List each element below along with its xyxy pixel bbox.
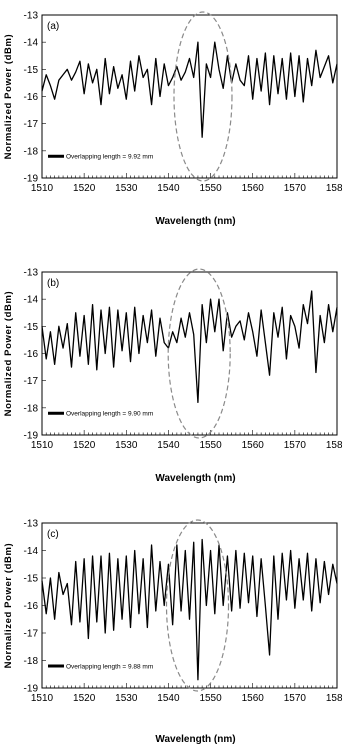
dip-highlight-ellipse	[165, 519, 230, 692]
chart-panel-1: 1510 1520 1530 1540 1550 1560 1570 1580 -13 -14 -1…	[3, 11, 342, 228]
x-tick-label: 1520	[73, 440, 96, 451]
series-line	[41, 538, 338, 681]
x-axis-label: Wavelength (nm)	[155, 734, 235, 745]
y-tick-label: -15	[24, 574, 39, 585]
x-tick-label: 1560	[242, 183, 265, 194]
x-tick-label: 1560	[242, 693, 265, 704]
chart-panel-3: 1510 1520 1530 1540 1550 1560 1570 1580 -13 -14 -1…	[3, 519, 342, 746]
y-tick-label: -13	[24, 268, 39, 279]
x-axis-label: Wavelength (nm)	[155, 216, 235, 227]
x-axis-label: Wavelength (nm)	[155, 473, 235, 484]
dip-highlight-ellipse	[173, 11, 233, 182]
y-axis-label: Normalized Power (dBm)	[3, 291, 14, 417]
y-tick-label: -17	[24, 376, 39, 387]
y-tick-label: -14	[24, 295, 39, 306]
y-tick-label: -13	[24, 11, 39, 22]
y-tick-label: -18	[24, 656, 39, 667]
y-tick-label: -14	[24, 38, 39, 49]
y-tick-label: -15	[24, 65, 39, 76]
dip-highlight-ellipse	[167, 268, 231, 439]
panel-label: (c)	[47, 529, 59, 540]
y-axis-label: Normalized Power (dBm)	[3, 34, 14, 160]
x-tick-label: 1580	[326, 183, 342, 194]
y-tick-label: -16	[24, 349, 39, 360]
x-tick-label: 1580	[326, 440, 342, 451]
y-tick-label: -17	[24, 629, 39, 640]
y-tick-label: -16	[24, 92, 39, 103]
chart-panel-2: 1510 1520 1530 1540 1550 1560 1570 1580 -13 -14 -1…	[3, 268, 342, 485]
x-tick-label: 1570	[284, 183, 307, 194]
y-tick-label: -15	[24, 322, 39, 333]
legend-label: Overlapping length = 9.90 mm	[66, 411, 153, 418]
x-tick-label: 1550	[199, 693, 222, 704]
x-tick-label: 1520	[73, 693, 96, 704]
y-tick-label: -19	[24, 174, 39, 185]
y-tick-label: -18	[24, 146, 39, 157]
series-line	[41, 290, 338, 404]
x-tick-label: 1570	[284, 440, 307, 451]
x-tick-label: 1530	[115, 183, 138, 194]
x-tick-label: 1540	[157, 693, 180, 704]
legend-label: Overlapping length = 9.88 mm	[66, 663, 153, 670]
legend-label: Overlapping length = 9.92 mm	[66, 154, 153, 161]
y-tick-label: -18	[24, 403, 39, 414]
x-tick-label: 1520	[73, 183, 96, 194]
x-tick-label: 1540	[157, 440, 180, 451]
x-tick-label: 1510	[31, 693, 54, 704]
x-tick-label: 1560	[242, 440, 265, 451]
y-tick-label: -13	[24, 519, 39, 530]
x-tick-label: 1530	[115, 693, 138, 704]
y-tick-label: -17	[24, 119, 39, 130]
y-tick-label: -16	[24, 601, 39, 612]
panel-label: (b)	[47, 278, 59, 289]
y-tick-label: -19	[24, 431, 39, 442]
series-line	[41, 41, 338, 138]
x-tick-label: 1550	[199, 183, 222, 194]
x-tick-label: 1570	[284, 693, 307, 704]
y-axis-label: Normalized Power (dBm)	[3, 543, 14, 669]
x-tick-label: 1550	[199, 440, 222, 451]
x-tick-label: 1580	[326, 693, 342, 704]
x-tick-label: 1510	[31, 440, 54, 451]
y-tick-label: -14	[24, 546, 39, 557]
x-tick-label: 1510	[31, 183, 54, 194]
panel-label: (a)	[47, 21, 59, 32]
x-tick-label: 1530	[115, 440, 138, 451]
x-tick-label: 1540	[157, 183, 180, 194]
y-tick-label: -19	[24, 684, 39, 695]
